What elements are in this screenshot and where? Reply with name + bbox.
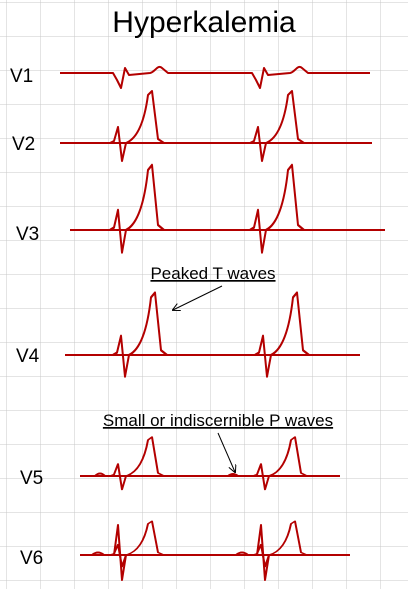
lead-label: V5 <box>20 468 43 489</box>
ecg-trace <box>60 67 370 88</box>
arrow <box>173 285 223 310</box>
title: Hyperkalemia <box>112 6 296 39</box>
annotation: Small or indiscernible P waves <box>103 411 333 430</box>
lead-label: V6 <box>20 548 43 569</box>
annotation: Peaked T waves <box>150 264 275 283</box>
ecg-trace <box>65 291 360 378</box>
arrow <box>217 432 235 472</box>
lead-label: V4 <box>16 346 40 367</box>
ecg-trace <box>70 163 385 254</box>
lead-label: V3 <box>16 224 39 245</box>
lead-label: V2 <box>12 134 35 155</box>
ecg-trace <box>80 436 340 491</box>
ecg-trace <box>60 90 372 162</box>
lead-label: V1 <box>10 66 33 87</box>
ecg-trace <box>80 520 350 580</box>
